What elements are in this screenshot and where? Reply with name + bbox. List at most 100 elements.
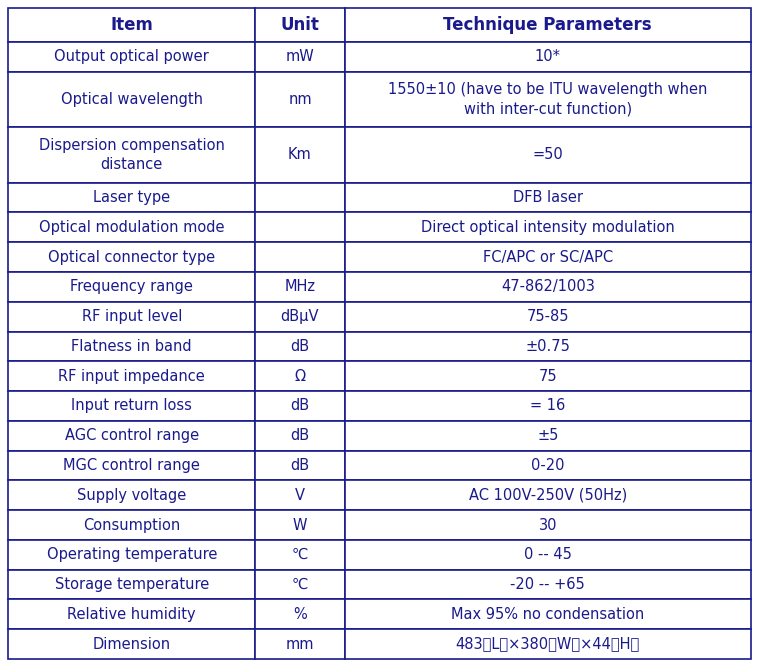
Bar bbox=[256, 362, 345, 391]
Text: Input return loss: Input return loss bbox=[71, 398, 192, 414]
Bar bbox=[8, 510, 256, 540]
Bar bbox=[256, 42, 345, 71]
Text: V: V bbox=[295, 488, 305, 503]
Text: Frequency range: Frequency range bbox=[71, 279, 193, 294]
Bar bbox=[345, 510, 751, 540]
Bar bbox=[345, 183, 751, 212]
Bar bbox=[256, 451, 345, 480]
Bar bbox=[256, 212, 345, 242]
Bar bbox=[256, 127, 345, 183]
Text: 0-20: 0-20 bbox=[531, 458, 565, 473]
Bar bbox=[8, 242, 256, 272]
Text: Optical connector type: Optical connector type bbox=[48, 249, 216, 265]
Text: 1550±10 (have to be ITU wavelength when
with inter-cut function): 1550±10 (have to be ITU wavelength when … bbox=[388, 82, 707, 117]
Bar bbox=[8, 42, 256, 71]
Text: dB: dB bbox=[291, 398, 310, 414]
Bar bbox=[8, 8, 256, 42]
Text: = 16: = 16 bbox=[531, 398, 565, 414]
Bar bbox=[8, 451, 256, 480]
Bar bbox=[345, 71, 751, 127]
Text: ±0.75: ±0.75 bbox=[525, 339, 570, 354]
Text: mm: mm bbox=[285, 636, 314, 652]
Text: Dispersion compensation
distance: Dispersion compensation distance bbox=[39, 138, 225, 172]
Bar bbox=[8, 362, 256, 391]
Text: mW: mW bbox=[285, 49, 314, 64]
Text: Unit: Unit bbox=[281, 16, 320, 34]
Bar bbox=[256, 183, 345, 212]
Text: DFB laser: DFB laser bbox=[513, 190, 583, 205]
Bar bbox=[8, 421, 256, 451]
Bar bbox=[8, 183, 256, 212]
Bar bbox=[345, 421, 751, 451]
Text: Optical wavelength: Optical wavelength bbox=[61, 92, 203, 107]
Bar bbox=[256, 600, 345, 629]
Text: nm: nm bbox=[288, 92, 312, 107]
Bar bbox=[256, 570, 345, 600]
Text: Flatness in band: Flatness in band bbox=[71, 339, 192, 354]
Text: dB: dB bbox=[291, 428, 310, 443]
Text: ±5: ±5 bbox=[537, 428, 559, 443]
Bar bbox=[8, 629, 256, 659]
Bar bbox=[256, 331, 345, 362]
Bar bbox=[345, 362, 751, 391]
Bar bbox=[8, 600, 256, 629]
Text: MGC control range: MGC control range bbox=[63, 458, 200, 473]
Text: 47-862/1003: 47-862/1003 bbox=[501, 279, 595, 294]
Text: 30: 30 bbox=[539, 518, 557, 532]
Bar bbox=[256, 510, 345, 540]
Text: Storage temperature: Storage temperature bbox=[55, 577, 209, 592]
Text: Km: Km bbox=[288, 147, 312, 162]
Text: ℃: ℃ bbox=[291, 548, 308, 562]
Bar bbox=[8, 570, 256, 600]
Bar bbox=[345, 480, 751, 510]
Text: %: % bbox=[293, 607, 307, 622]
Bar bbox=[256, 242, 345, 272]
Bar bbox=[345, 242, 751, 272]
Bar bbox=[345, 212, 751, 242]
Text: 75-85: 75-85 bbox=[527, 309, 569, 324]
Text: dB: dB bbox=[291, 458, 310, 473]
Text: W: W bbox=[293, 518, 307, 532]
Text: Technique Parameters: Technique Parameters bbox=[443, 16, 652, 34]
Bar bbox=[256, 8, 345, 42]
Text: Max 95% no condensation: Max 95% no condensation bbox=[451, 607, 644, 622]
Text: Ω: Ω bbox=[294, 369, 306, 384]
Bar bbox=[8, 480, 256, 510]
Bar bbox=[345, 451, 751, 480]
Text: Dimension: Dimension bbox=[93, 636, 171, 652]
Bar bbox=[256, 71, 345, 127]
Bar bbox=[256, 301, 345, 331]
Text: -20 -- +65: -20 -- +65 bbox=[510, 577, 585, 592]
Bar bbox=[8, 331, 256, 362]
Bar bbox=[345, 331, 751, 362]
Text: RF input level: RF input level bbox=[81, 309, 182, 324]
Text: Laser type: Laser type bbox=[93, 190, 170, 205]
Bar bbox=[345, 570, 751, 600]
Text: =50: =50 bbox=[532, 147, 563, 162]
Bar bbox=[345, 42, 751, 71]
Bar bbox=[256, 480, 345, 510]
Text: FC/APC or SC/APC: FC/APC or SC/APC bbox=[483, 249, 613, 265]
Text: 10*: 10* bbox=[535, 49, 561, 64]
Bar bbox=[256, 629, 345, 659]
Text: dB: dB bbox=[291, 339, 310, 354]
Bar bbox=[345, 629, 751, 659]
Text: AC 100V-250V (50Hz): AC 100V-250V (50Hz) bbox=[468, 488, 627, 503]
Bar bbox=[8, 391, 256, 421]
Text: Supply voltage: Supply voltage bbox=[77, 488, 187, 503]
Bar bbox=[256, 391, 345, 421]
Bar bbox=[8, 540, 256, 570]
Bar bbox=[345, 391, 751, 421]
Text: RF input impedance: RF input impedance bbox=[58, 369, 205, 384]
Bar bbox=[8, 212, 256, 242]
Text: 483（L）×380（W）×44（H）: 483（L）×380（W）×44（H） bbox=[455, 636, 640, 652]
Text: Consumption: Consumption bbox=[83, 518, 181, 532]
Bar bbox=[345, 127, 751, 183]
Text: dBμV: dBμV bbox=[281, 309, 320, 324]
Text: 75: 75 bbox=[538, 369, 557, 384]
Text: MHz: MHz bbox=[285, 279, 316, 294]
Bar bbox=[345, 272, 751, 301]
Text: Output optical power: Output optical power bbox=[55, 49, 209, 64]
Bar bbox=[256, 540, 345, 570]
Text: Item: Item bbox=[110, 16, 153, 34]
